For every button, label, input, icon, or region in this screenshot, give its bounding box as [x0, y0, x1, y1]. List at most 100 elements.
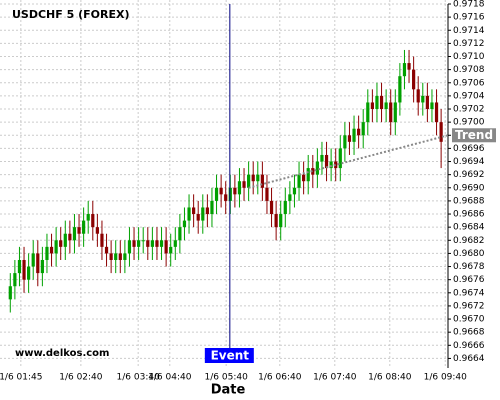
y-tick-label: 0.9714 [453, 26, 485, 36]
candle-body [439, 122, 443, 142]
y-tick-label: 0.9708 [453, 65, 485, 75]
x-tick-label: 1/6 06:40 [258, 373, 302, 383]
x-tick-label: 1/6 09:40 [424, 373, 468, 383]
candle-body [82, 220, 86, 234]
candle-body [237, 181, 242, 195]
candle-body [31, 253, 35, 267]
y-tick-label: 0.9664 [453, 354, 485, 364]
candle-body [352, 128, 356, 142]
candle-body [265, 187, 269, 201]
grid [0, 0, 448, 368]
y-tick-label: 0.9718 [453, 0, 485, 10]
y-tick-label: 0.9666 [453, 341, 485, 351]
y-tick-label: 0.9696 [453, 144, 485, 154]
candle-body [201, 207, 205, 221]
candle-body [104, 246, 109, 254]
candle-body [425, 95, 429, 110]
x-tick-label: 1/6 03:40 [117, 373, 161, 383]
candle-body [421, 95, 425, 103]
candle-body [306, 168, 310, 182]
candle-body [384, 102, 388, 110]
y-tick-label: 0.9684 [453, 223, 485, 233]
candle-body [302, 174, 306, 182]
candle-body [324, 154, 329, 169]
candle-body [402, 63, 407, 77]
candle-body [72, 227, 77, 241]
y-tick-label: 0.9680 [453, 249, 485, 259]
candle-body [109, 253, 113, 260]
candle-body [269, 200, 274, 215]
candle-body [36, 253, 40, 274]
candle-body [256, 174, 260, 182]
candle-body [127, 240, 132, 254]
candle-body [196, 214, 200, 221]
y-tick-label: 0.9716 [453, 13, 485, 23]
candle-body [91, 214, 95, 228]
candle-body [329, 161, 333, 169]
candle-body [210, 200, 214, 215]
candle-body [54, 240, 58, 254]
candle-body [370, 102, 374, 110]
candle-body [45, 246, 49, 260]
y-tick-label: 0.9704 [453, 91, 485, 101]
candle-body [68, 233, 72, 241]
candle-body [95, 227, 99, 234]
candle-body [86, 214, 90, 221]
candle-body [430, 102, 434, 110]
candle-body [274, 214, 278, 228]
x-tick-label: 1/6 07:40 [313, 373, 357, 383]
y-tick-label: 0.9688 [453, 196, 485, 206]
candle-body [366, 102, 370, 123]
y-tick-label: 0.9692 [453, 170, 485, 180]
candle-body [389, 102, 393, 123]
candle-body [214, 187, 219, 201]
candle-body [114, 253, 118, 260]
event-label-box [204, 348, 254, 363]
candle-body [123, 253, 127, 260]
candle-body [17, 259, 22, 274]
x-tick-label: 1/6 02:40 [59, 373, 103, 383]
candle-body [164, 240, 168, 254]
candle-body [27, 266, 31, 280]
candle-body [357, 128, 361, 136]
candle-body [205, 207, 209, 215]
candle-body [343, 135, 347, 149]
candle-body [247, 174, 251, 188]
trend-label-box [452, 128, 496, 143]
y-tick-label: 0.9712 [453, 39, 485, 49]
candle-body [187, 207, 191, 221]
y-tick-label: 0.9690 [453, 183, 485, 193]
candle-body [77, 227, 81, 234]
y-tick-label: 0.9682 [453, 236, 485, 246]
candle-body [260, 174, 264, 188]
candle-body [338, 148, 342, 169]
candle-body [219, 187, 223, 195]
chart-title: USDCHF 5 (FOREX) [12, 8, 129, 21]
candle-body [59, 240, 63, 247]
candle-body [8, 286, 12, 300]
candle-body [13, 273, 17, 287]
candle-body [146, 240, 150, 247]
candle-body [311, 168, 315, 175]
event-label: Event [211, 349, 250, 363]
y-tick-label: 0.9670 [453, 315, 485, 325]
candle-body [416, 89, 420, 103]
candle-body [178, 227, 182, 241]
candle-body [347, 135, 352, 142]
candle-body [375, 95, 379, 110]
x-axis-title: Date [211, 383, 246, 398]
candle-body [141, 240, 145, 242]
candle-body [137, 240, 141, 247]
y-tick-label: 0.9706 [453, 78, 485, 88]
candle-body [155, 240, 159, 247]
candle-body [169, 246, 173, 254]
candle-body [315, 161, 319, 175]
candle-body [434, 102, 439, 123]
candle-body [398, 76, 402, 103]
y-tick-label: 0.9678 [453, 262, 485, 272]
y-tick-label: 0.9672 [453, 301, 485, 311]
candle-body [379, 95, 384, 110]
candle-body [361, 122, 365, 136]
